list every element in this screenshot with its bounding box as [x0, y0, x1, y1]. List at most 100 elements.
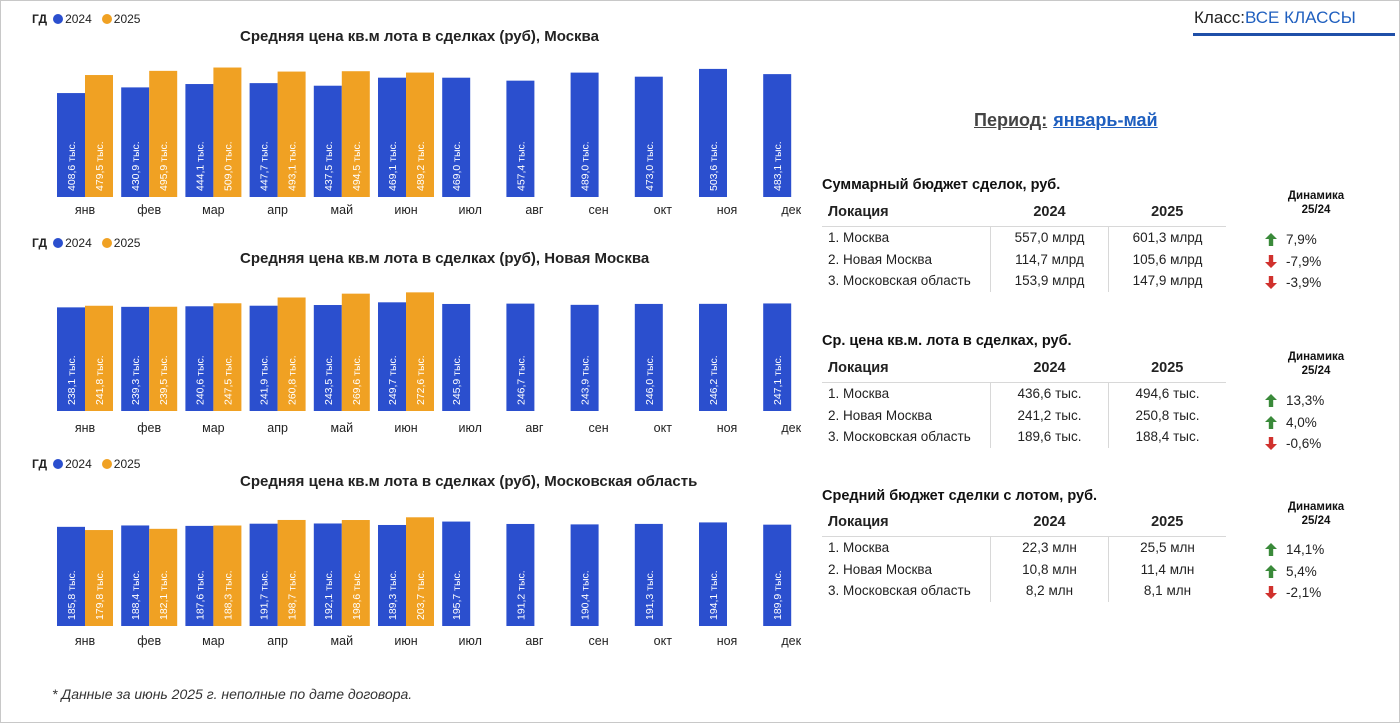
bar-2024-ноя — [699, 68, 727, 197]
x-tick-label: сен — [589, 634, 609, 648]
dynamics-row: 5,4% — [1264, 561, 1374, 583]
bar-data-label: 272,6 тыс. — [415, 355, 427, 405]
chart-svg-new-moscow: 238,1 тыс. 241,8 тыс. янв 239,3 тыс. 239,5 т… — [57, 292, 802, 435]
table-title: Ср. цена кв.м. лота в сделках, руб. — [822, 333, 1072, 349]
bar-2024-мар — [185, 525, 214, 626]
bar-data-label: 437,5 тыс. — [323, 141, 335, 191]
x-tick-label: мар — [202, 203, 225, 217]
chart-title: Средняя цена кв.м лота в сделках (руб), … — [240, 28, 599, 45]
dynamics-row: -7,9% — [1264, 251, 1374, 273]
bar-2024-июн — [378, 524, 406, 626]
chart-svg-moscow: 408,6 тыс. 479,5 тыс. янв 430,9 тыс. 495,9 т… — [57, 67, 802, 217]
bar-2025-фев — [149, 528, 178, 626]
bar-2024-янв — [57, 93, 85, 197]
bar-data-label: 188,3 тыс. — [222, 570, 234, 620]
bar-2024-май — [313, 85, 342, 197]
x-tick-label: июн — [394, 421, 417, 435]
bar-2024-июл — [442, 521, 471, 626]
bar-data-label: 473,0 тыс. — [644, 141, 656, 191]
value-2024-cell: 8,2 млн — [990, 580, 1109, 602]
bar-2025-фев — [149, 70, 178, 197]
bar-2024-мар — [185, 84, 214, 197]
column-header-2024: 2024 — [990, 198, 1109, 227]
table-row: 3. Московская область 189,6 тыс. 188,4 тыс… — [822, 426, 1226, 448]
x-tick-label: июл — [459, 634, 482, 648]
value-2024-cell: 114,7 млрд — [990, 248, 1109, 270]
bar-data-label: 187,6 тыс. — [194, 570, 206, 620]
legend-dot-2025-icon — [101, 459, 112, 469]
dynamics-row: 13,3% — [1264, 390, 1374, 412]
bar-2024-фев — [121, 306, 150, 411]
x-tick-label: май — [331, 203, 354, 217]
bar-2024-июл — [442, 303, 471, 411]
x-tick-label: янв — [75, 634, 96, 648]
bar-data-label: 493,1 тыс. — [287, 141, 299, 191]
bar-2024-июл — [442, 77, 471, 197]
class-filter[interactable]: Класс:ВСЕ КЛАССЫ — [1194, 8, 1356, 28]
x-tick-label: авг — [525, 203, 544, 217]
location-cell: 3. Московская область — [828, 273, 971, 289]
location-cell: 2. Новая Москва — [828, 251, 932, 267]
value-2024-cell: 436,6 тыс. — [990, 382, 1109, 405]
legend-2024: 2024 — [53, 457, 92, 471]
bar-2024-апр — [249, 83, 278, 197]
stats-table: Локация 2024 2025 1. Москва 22,3 млн 25,5 … — [822, 508, 1226, 602]
bar-data-label: 408,6 тыс. — [66, 141, 78, 191]
dynamics-column: 14,1% 5,4% -2,1% — [1264, 539, 1374, 604]
dynamics-column: 7,9% -7,9% -3,9% — [1264, 229, 1374, 294]
bar-2024-дек — [763, 524, 792, 626]
bar-2024-ноя — [699, 303, 727, 411]
dynamics-row: -3,9% — [1264, 272, 1374, 294]
bar-data-label: 179,8 тыс. — [94, 570, 106, 620]
column-header-location: Локация — [822, 508, 991, 537]
value-2025-cell: 8,1 млн — [1108, 580, 1226, 602]
dynamics-value: 5,4% — [1286, 563, 1317, 579]
bar-data-label: 182,1 тыс. — [158, 570, 170, 620]
arrow-up-icon — [1265, 233, 1277, 247]
bar-data-label: 188,4 тыс. — [130, 570, 142, 620]
bar-2025-мар — [213, 303, 242, 411]
bar-data-label: 483,1 тыс. — [772, 141, 784, 191]
x-tick-label: мар — [202, 634, 225, 648]
table-row: 2. Новая Москва 241,2 тыс. 250,8 тыс. — [822, 404, 1226, 426]
bar-2024-янв — [57, 526, 85, 626]
table-row: 2. Новая Москва 10,8 млн 11,4 млн — [822, 558, 1226, 580]
column-header-2025: 2025 — [1108, 508, 1226, 537]
value-2025-cell: 601,3 млрд — [1108, 226, 1226, 249]
bar-2024-апр — [249, 523, 278, 626]
value-2025-cell: 25,5 млн — [1108, 536, 1226, 559]
table-row: 1. Москва 557,0 млрд 601,3 млрд — [822, 226, 1226, 249]
bar-2024-авг — [506, 303, 535, 411]
bar-data-label: 194,1 тыс. — [708, 570, 720, 620]
class-filter-value[interactable]: ВСЕ КЛАССЫ — [1245, 8, 1356, 27]
arrow-down-icon — [1265, 437, 1277, 451]
bar-data-label: 249,7 тыс. — [387, 355, 399, 405]
bar-data-label: 198,6 тыс. — [351, 570, 363, 620]
bar-2025-мар — [213, 67, 242, 197]
dynamics-row: -2,1% — [1264, 582, 1374, 604]
period-label: Период: — [974, 110, 1048, 130]
bar-2024-сен — [570, 304, 599, 411]
chart-title: Средняя цена кв.м лота в сделках (руб), … — [240, 473, 698, 490]
bar-data-label: 447,7 тыс. — [259, 141, 271, 191]
bar-data-label: 247,1 тыс. — [772, 355, 784, 405]
chart-new-moscow: ГД 2024 2025 Средняя цена кв.м лота в сд… — [0, 236, 810, 441]
class-filter-label: Класс: — [1194, 8, 1245, 27]
arrow-up-icon — [1265, 564, 1277, 578]
bar-2025-май — [341, 520, 370, 626]
bar-data-label: 503,6 тыс. — [708, 141, 720, 191]
value-2024-cell: 241,2 тыс. — [990, 404, 1109, 426]
arrow-down-icon — [1265, 254, 1277, 268]
value-2024-cell: 557,0 млрд — [990, 226, 1109, 249]
x-tick-label: дек — [781, 421, 801, 435]
x-tick-label: май — [331, 634, 354, 648]
period-value[interactable]: январь-май — [1053, 110, 1158, 130]
bar-2024-сен — [570, 524, 599, 626]
dynamics-row: 4,0% — [1264, 412, 1374, 434]
bar-data-label: 494,5 тыс. — [351, 141, 363, 191]
period-selector[interactable]: Период: январь-май — [974, 110, 1158, 131]
location-cell: 1. Москва — [828, 230, 890, 246]
x-tick-label: янв — [75, 421, 96, 435]
table-row: 2. Новая Москва 114,7 млрд 105,6 млрд — [822, 248, 1226, 270]
legend-dot-2025-icon — [101, 238, 112, 248]
